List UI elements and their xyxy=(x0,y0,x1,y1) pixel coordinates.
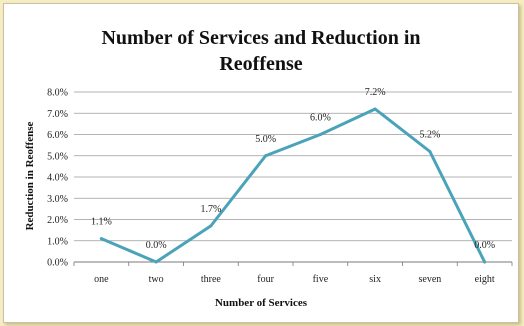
data-label: 0.0% xyxy=(474,240,495,251)
data-label: 1.7% xyxy=(200,204,221,215)
data-label: 5.0% xyxy=(255,134,276,145)
chart-title-line2: Reoffense xyxy=(219,53,302,75)
x-tick-label: seven xyxy=(418,274,441,285)
x-tick-label: five xyxy=(313,274,329,285)
y-tick-label: 8.0% xyxy=(47,88,68,99)
y-tick-label: 0.0% xyxy=(47,258,68,269)
data-point xyxy=(264,154,268,158)
data-point xyxy=(483,260,487,264)
data-point xyxy=(154,260,158,264)
x-tick-label: four xyxy=(257,274,274,285)
data-label: 7.2% xyxy=(365,87,386,98)
data-point xyxy=(428,150,432,153)
x-tick-label: two xyxy=(149,274,164,285)
y-tick-label: 6.0% xyxy=(47,130,68,141)
x-axis-title: Number of Services xyxy=(215,297,308,309)
data-label: 1.1% xyxy=(91,217,112,228)
y-tick-label: 2.0% xyxy=(47,215,68,226)
x-tick-label: eight xyxy=(475,274,495,285)
x-tick-label: one xyxy=(94,274,109,285)
data-point xyxy=(318,133,322,136)
data-label: 5.2% xyxy=(419,130,440,141)
y-tick-label: 1.0% xyxy=(47,236,68,247)
data-point xyxy=(99,237,103,241)
y-tick-label: 7.0% xyxy=(47,109,68,120)
y-axis-title: Reduction in Reoffense xyxy=(24,122,36,231)
line-chart: Number of Services and Reduction in Reof… xyxy=(24,27,513,309)
data-point xyxy=(373,107,377,111)
data-point xyxy=(209,224,213,228)
y-tick-label: 3.0% xyxy=(47,194,68,205)
series-line xyxy=(99,107,487,264)
data-label: 6.0% xyxy=(310,113,331,124)
chart-frame: Number of Services and Reduction in Reof… xyxy=(3,3,519,323)
data-label: 0.0% xyxy=(146,240,167,251)
x-tick-label: six xyxy=(369,274,381,285)
x-tick-label: three xyxy=(201,274,222,285)
chart-title-line1: Number of Services and Reduction in xyxy=(101,27,420,49)
y-tick-label: 5.0% xyxy=(47,151,68,162)
y-tick-label: 4.0% xyxy=(47,173,68,184)
